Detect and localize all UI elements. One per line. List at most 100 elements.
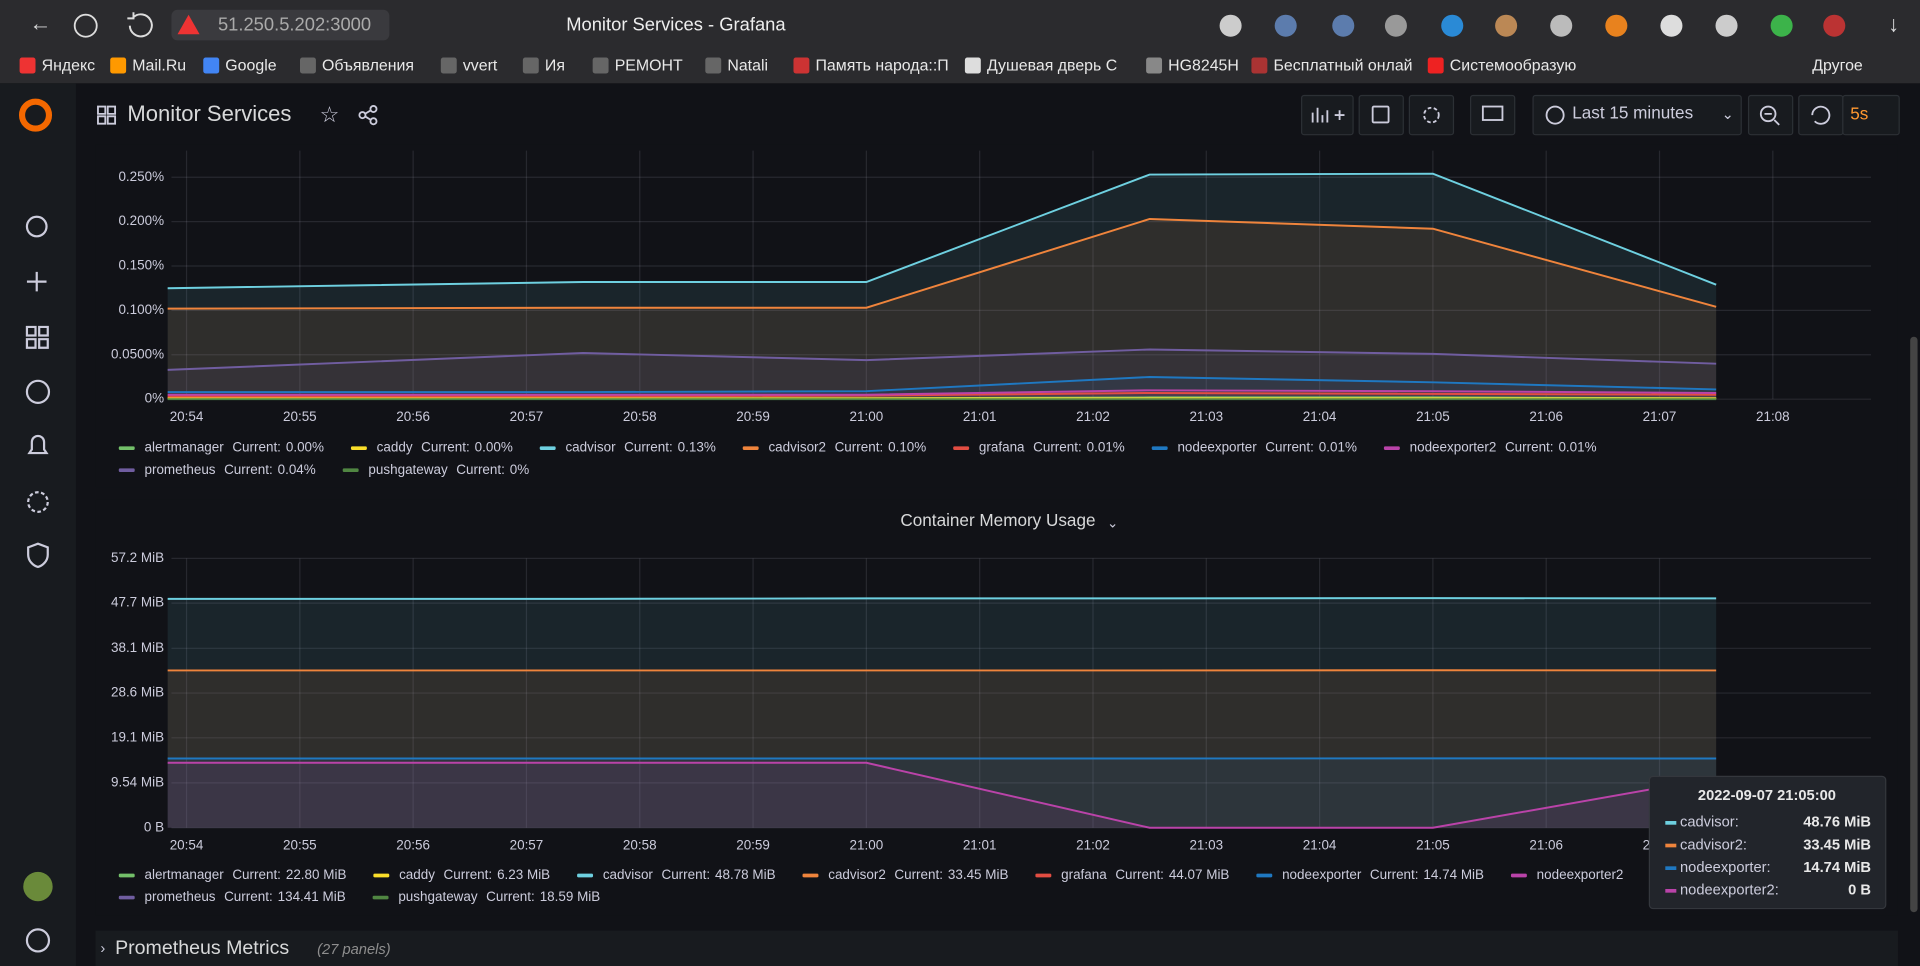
legend-item[interactable]: nodeexporter Current: 0.01% bbox=[1151, 440, 1357, 455]
row-title[interactable]: Prometheus Metrics bbox=[115, 937, 289, 959]
bookmark[interactable]: Natali bbox=[727, 57, 768, 74]
bookmark[interactable]: Душевая дверь С bbox=[987, 57, 1117, 74]
legend-item[interactable]: cadvisor Current: 48.78 MiB bbox=[577, 867, 776, 882]
time-range[interactable]: Last 15 minutes bbox=[1572, 102, 1693, 122]
panel-title[interactable]: Container Memory Usage bbox=[900, 510, 1095, 530]
legend-item[interactable]: caddy Current: 0.00% bbox=[350, 440, 513, 455]
bookmark[interactable]: Системообразую bbox=[1450, 57, 1577, 74]
y-tick-label: 0 B bbox=[144, 819, 164, 834]
x-tick-label: 21:02 bbox=[1076, 838, 1110, 853]
yandex-icon[interactable] bbox=[73, 13, 98, 38]
legend-item[interactable]: nodeexporter2 Current: 0.01% bbox=[1383, 440, 1597, 455]
legend-item[interactable]: cadvisor Current: 0.13% bbox=[539, 440, 716, 455]
refresh-button[interactable] bbox=[1798, 94, 1844, 136]
legend-item[interactable]: grafana Current: 0.01% bbox=[953, 440, 1125, 455]
download-button[interactable]: ↓ bbox=[1888, 12, 1899, 37]
series-area bbox=[167, 762, 1717, 828]
bookmark-icon[interactable] bbox=[793, 57, 810, 74]
bookmark[interactable]: Память народа::П bbox=[816, 57, 949, 74]
icon[interactable] bbox=[1441, 14, 1464, 37]
bookmark-icon[interactable] bbox=[964, 57, 981, 74]
tooltip-value: 0 B bbox=[1848, 883, 1871, 899]
create-icon[interactable] bbox=[26, 271, 47, 292]
bookmark[interactable]: vvert bbox=[463, 57, 498, 74]
search-icon[interactable] bbox=[25, 215, 48, 238]
legend-item[interactable]: cadvisor2 Current: 33.45 MiB bbox=[802, 867, 1009, 882]
legend-current-value: 0.01% bbox=[1558, 440, 1596, 455]
bookmark-icon[interactable] bbox=[1146, 57, 1163, 74]
bookmark[interactable]: Google bbox=[225, 57, 276, 74]
icon[interactable] bbox=[1550, 14, 1573, 37]
bookmark-icon[interactable] bbox=[1251, 57, 1268, 74]
legend-item[interactable]: pushgateway Current: 0% bbox=[342, 462, 530, 477]
panel-row[interactable] bbox=[95, 930, 1898, 966]
bookmark[interactable]: Mail.Ru bbox=[132, 57, 186, 74]
address-bar[interactable] bbox=[171, 9, 390, 41]
view-mode-button[interactable] bbox=[1470, 94, 1516, 136]
bookmark-icon[interactable] bbox=[522, 57, 539, 74]
icon[interactable] bbox=[1605, 14, 1628, 37]
icon[interactable] bbox=[1660, 14, 1683, 37]
bookmark-icon[interactable] bbox=[203, 57, 220, 74]
bookmark[interactable]: Яндекс bbox=[42, 57, 96, 74]
refresh-interval[interactable]: 5s bbox=[1850, 104, 1868, 124]
time-picker[interactable] bbox=[1532, 94, 1742, 136]
legend-current-label: Current: bbox=[456, 462, 505, 477]
icon[interactable] bbox=[1823, 14, 1846, 37]
user-avatar[interactable] bbox=[23, 871, 53, 902]
bookmark-icon[interactable] bbox=[300, 57, 316, 74]
icon[interactable] bbox=[1274, 14, 1297, 37]
explore-icon[interactable] bbox=[25, 379, 51, 404]
scrollbar[interactable] bbox=[1910, 336, 1918, 913]
share-button[interactable] bbox=[358, 105, 378, 126]
icon[interactable] bbox=[1332, 14, 1355, 37]
legend-item[interactable]: prometheus Current: 134.41 MiB bbox=[118, 889, 346, 904]
bookmark-icon[interactable] bbox=[705, 57, 722, 74]
bookmark-icon[interactable] bbox=[440, 57, 457, 74]
tooltip-box bbox=[1648, 775, 1887, 910]
legend-item[interactable]: prometheus Current: 0.04% bbox=[118, 462, 316, 477]
save-button[interactable] bbox=[1358, 94, 1404, 136]
legend-item[interactable]: nodeexporter Current: 14.74 MiB bbox=[1256, 867, 1484, 882]
back-button[interactable]: ← bbox=[29, 10, 51, 35]
icon[interactable] bbox=[1384, 14, 1407, 37]
bookmark-icon[interactable] bbox=[1427, 57, 1444, 74]
icon[interactable] bbox=[1770, 14, 1793, 37]
dashboards-icon[interactable] bbox=[25, 325, 49, 349]
bookmark-icon[interactable] bbox=[19, 57, 36, 74]
alerting-icon[interactable] bbox=[27, 434, 49, 455]
admin-icon[interactable] bbox=[27, 542, 49, 569]
icon[interactable] bbox=[1219, 14, 1242, 37]
bookmark-icon[interactable] bbox=[592, 57, 609, 74]
icon[interactable] bbox=[1715, 14, 1738, 37]
bookmark[interactable]: Объявления bbox=[322, 57, 414, 74]
legend-item[interactable]: alertmanager Current: 0.00% bbox=[118, 440, 324, 455]
legend-current-label: Current: bbox=[444, 867, 493, 882]
panel-menu-caret[interactable]: ⌄ bbox=[1107, 516, 1118, 531]
icon[interactable] bbox=[1495, 14, 1518, 37]
reload-button[interactable] bbox=[127, 12, 153, 38]
bookmark-icon[interactable] bbox=[110, 57, 127, 74]
legend-item[interactable]: nodeexporter2 bbox=[1510, 867, 1623, 882]
legend-item[interactable]: caddy Current: 6.23 MiB bbox=[373, 867, 550, 882]
grafana-logo[interactable] bbox=[18, 98, 53, 132]
tooltip-swatch bbox=[1665, 866, 1677, 871]
dashboard-title[interactable]: Monitor Services bbox=[127, 101, 291, 126]
settings-button[interactable] bbox=[1408, 94, 1455, 136]
legend-item[interactable]: pushgateway Current: 18.59 MiB bbox=[372, 889, 601, 904]
other-bookmarks[interactable]: Другое bbox=[1812, 57, 1863, 74]
refresh-interval-picker[interactable] bbox=[1842, 94, 1900, 136]
bookmark[interactable]: HG8245H bbox=[1168, 57, 1239, 74]
legend-item[interactable]: alertmanager Current: 22.80 MiB bbox=[118, 867, 347, 882]
help-icon[interactable] bbox=[25, 928, 51, 953]
legend-name: cadvisor2 bbox=[828, 867, 886, 882]
legend-item[interactable]: grafana Current: 44.07 MiB bbox=[1035, 867, 1229, 882]
bookmark[interactable]: Бесплатный онлай bbox=[1273, 57, 1412, 74]
legend-item[interactable]: cadvisor2 Current: 0.10% bbox=[742, 440, 927, 455]
configuration-icon[interactable] bbox=[27, 491, 49, 513]
bookmark[interactable]: Ия bbox=[545, 57, 565, 74]
star-button[interactable]: ☆ bbox=[320, 102, 340, 127]
bookmark[interactable]: РЕМОНТ bbox=[615, 57, 683, 74]
zoom-out-button[interactable] bbox=[1747, 94, 1794, 136]
sidebar bbox=[0, 83, 76, 966]
